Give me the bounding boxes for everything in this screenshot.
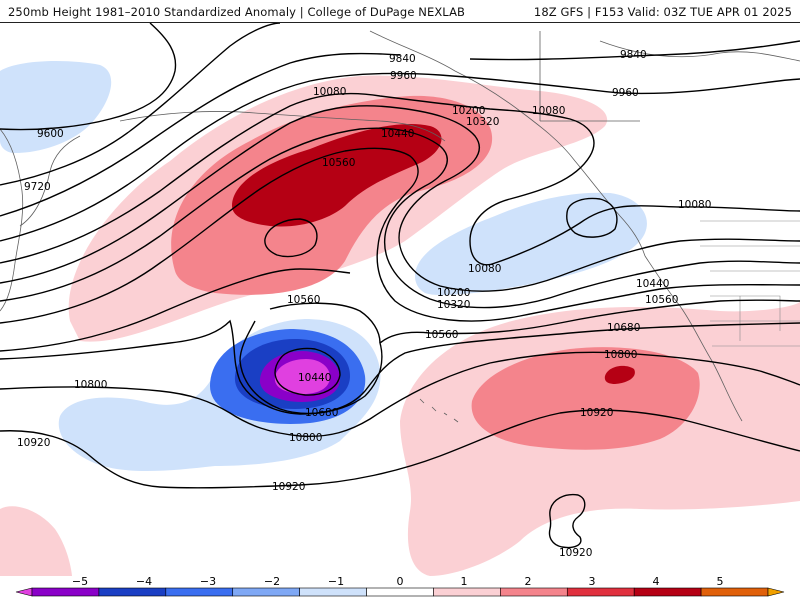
positive-anomaly-subtropics-3sd [604,365,635,384]
contour-9720 [0,23,281,186]
model-run-info: 18Z GFS | F153 Valid: 03Z TUE APR 01 202… [533,5,792,19]
contour-label: 9840 [389,53,416,65]
contour-10800 [0,351,800,438]
contour-label: 9840 [620,49,647,61]
contour-label: 9600 [37,128,64,140]
contour-10200 [0,105,800,292]
contour-label: 10080 [678,199,711,211]
map-title: 250mb Height 1981–2010 Standardized Anom… [8,5,466,19]
contour-label-group: 9600 9720 9840 9840 9960 9960 10080 1008… [17,49,711,559]
colorbar-segment [433,587,501,597]
colorbar-tick: 5 [717,575,724,588]
colorbar-tick: −4 [136,575,152,588]
colorbar-tick: −5 [72,575,88,588]
colorbar-segment [767,587,785,597]
contour-label: 10320 [437,299,470,311]
aleutian-chain [119,111,446,142]
contour-10080-closed [566,197,618,238]
contour-label: 9960 [612,87,639,99]
contour-label: 10200 [452,105,485,117]
positive-anomaly-southwest [0,506,72,576]
coastlines [0,30,800,423]
contour-label: 10920 [17,437,50,449]
contour-label: 10080 [313,86,346,98]
contour-label: 10440 [298,372,331,384]
colorbar-tick: 1 [461,575,468,588]
colorbar-segment [566,587,635,597]
contour-label: 10200 [437,287,470,299]
arctic-coast [599,40,800,62]
contour-label: 10680 [305,407,338,419]
contour-label: 10920 [272,481,305,493]
contour-label: 10320 [466,116,499,128]
colorbar-tick: −1 [328,575,344,588]
contour-10440-cutoff [274,347,341,396]
anomaly-shading [0,61,800,576]
contour-10920 [0,409,800,489]
contour-label: 9960 [390,70,417,82]
contour-label: 10800 [604,349,637,361]
hawaiian-islands [419,398,459,423]
colorbar-segment [366,587,434,597]
contour-label: 10560 [425,329,458,341]
us-state-lines [700,220,800,347]
contour-label: 10800 [74,379,107,391]
north-america-west-coast [644,255,743,422]
colorbar-svg: −5 −4 −3 −2 −1 0 1 2 3 4 5 [15,575,785,597]
contour-9960 [0,72,800,242]
asia-coastline [0,128,24,312]
colorbar-segment [98,587,167,597]
contour-10680 [0,319,800,415]
colorbar-tick: 0 [397,575,404,588]
colorbar-tick: −2 [264,575,280,588]
contour-9840-east [469,40,800,61]
contour-9840-west [0,52,401,217]
contour-label: 10920 [580,407,613,419]
contour-10920-closed [548,493,586,549]
contour-9600 [0,23,177,131]
negative-anomaly-bc [415,192,647,296]
height-contours [0,23,800,549]
header-bar: 250mb Height 1981–2010 Standardized Anom… [0,0,800,22]
anomaly-colorbar: −5 −4 −3 −2 −1 0 1 2 3 4 5 [0,575,800,600]
colorbar-segment [232,587,300,597]
colorbar-segment [633,587,702,597]
contour-label: 10440 [381,128,414,140]
colorbar-tick: 2 [525,575,532,588]
contour-10560 [0,268,800,415]
colorbar-tick: −3 [200,575,216,588]
contour-label: 10080 [532,105,565,117]
colorbar-tick: 4 [653,575,660,588]
colorbar-segment [500,587,568,597]
contour-label: 10800 [289,432,322,444]
contour-10080-north [0,92,800,266]
contour-label: 10920 [559,547,592,559]
contour-10560-ring [269,302,381,344]
positive-anomaly-subtropics-2sd [471,347,700,450]
colorbar-segment [31,587,100,597]
colorbar-segments [15,587,785,597]
contour-label: 9720 [24,181,51,193]
map-canvas: 9600 9720 9840 9840 9960 9960 10080 1008… [0,23,800,576]
alaska-coast [369,30,646,257]
map-panel: 9600 9720 9840 9840 9960 9960 10080 1008… [0,22,800,576]
contour-10440-north [0,147,800,324]
canada-interior [539,31,640,122]
contour-label: 10560 [645,294,678,306]
contour-label: 10560 [322,157,355,169]
colorbar-ticks: −5 −4 −3 −2 −1 0 1 2 3 4 5 [72,575,724,588]
colorbar-tick: 3 [589,575,596,588]
colorbar-segment [15,587,33,597]
negative-anomaly-5sd [274,359,330,394]
contour-10320 [0,127,800,309]
colorbar-segment [165,587,234,597]
kamchatka-coast [19,135,81,227]
contour-label: 10560 [287,294,320,306]
colorbar-segment [299,587,367,597]
contour-10560-closed [264,218,318,258]
colorbar-segment [700,587,769,597]
contour-label: 10680 [607,322,640,334]
contour-label: 10440 [636,278,669,290]
contour-label: 10080 [468,263,501,275]
